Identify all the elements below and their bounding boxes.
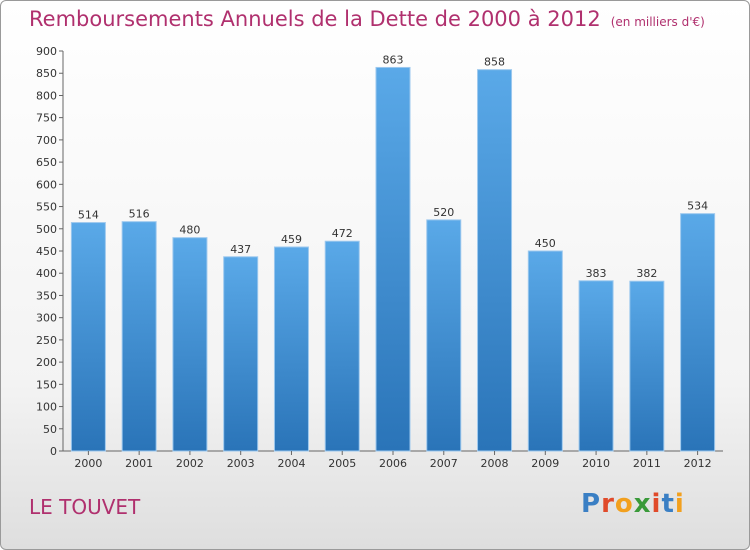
bar-value-label: 514 [78,209,99,222]
x-tick-label: 2007 [430,457,458,470]
chart-title-text: Remboursements Annuels de la Dette de 20… [29,7,601,31]
bar-value-label: 520 [433,206,454,219]
bar-value-label: 382 [636,267,657,280]
x-tick-label: 2005 [328,457,356,470]
logo-letter: o [614,489,634,519]
y-tick-label: 900 [36,45,57,58]
proxiti-logo: Proxiti [581,489,685,519]
chart-title: Remboursements Annuels de la Dette de 20… [29,7,705,31]
logo-letter: i [651,489,662,519]
bar [426,219,462,452]
x-tick-label: 2006 [379,457,407,470]
y-tick-label: 0 [50,445,57,458]
x-tick-label: 2010 [582,457,610,470]
bar [172,237,208,452]
y-tick-label: 700 [36,134,57,147]
bar [375,66,411,452]
y-tick-label: 650 [36,156,57,169]
chart-subtitle: (en milliers d'€) [610,15,705,29]
bar-value-label: 450 [535,237,556,250]
y-tick-label: 850 [36,67,57,80]
x-tick-label: 2000 [74,457,102,470]
y-tick-label: 750 [36,112,57,125]
bar-value-label: 516 [129,208,150,221]
bar-value-label: 534 [687,200,708,213]
bar [324,240,360,452]
y-tick-label: 800 [36,89,57,102]
bar-value-label: 858 [484,56,505,69]
y-tick-label: 50 [43,423,57,436]
y-tick-label: 200 [36,356,57,369]
bar [223,256,259,452]
bar [477,69,513,452]
x-tick-label: 2009 [531,457,559,470]
bar [578,280,614,452]
x-tick-label: 2001 [125,457,153,470]
y-tick-label: 150 [36,378,57,391]
y-tick-label: 600 [36,178,57,191]
y-tick-label: 400 [36,267,57,280]
x-tick-label: 2008 [481,457,509,470]
x-tick-label: 2004 [277,457,305,470]
y-tick-label: 300 [36,312,57,325]
y-tick-label: 350 [36,289,57,302]
bar [629,280,665,452]
logo-letter: r [601,489,615,519]
commune-name: LE TOUVET [29,495,141,519]
bar-value-label: 437 [230,243,251,256]
bar-value-label: 863 [383,53,404,66]
x-tick-label: 2011 [633,457,661,470]
bar [121,221,157,452]
logo-letter: P [581,489,602,519]
logo-letter: x [633,489,652,519]
y-tick-label: 250 [36,334,57,347]
bar [527,250,563,452]
x-tick-label: 2012 [684,457,712,470]
bar [680,213,716,452]
y-tick-label: 100 [36,401,57,414]
y-tick-label: 450 [36,245,57,258]
x-tick-label: 2003 [227,457,255,470]
bar [273,246,309,452]
bar-value-label: 480 [179,224,200,237]
logo-letter: t [661,489,675,519]
bar-value-label: 472 [332,227,353,240]
bar-value-label: 459 [281,233,302,246]
y-tick-label: 550 [36,201,57,214]
bar [70,222,106,452]
bar-value-label: 383 [586,267,607,280]
logo-letter: i [674,489,685,519]
x-tick-label: 2002 [176,457,204,470]
y-tick-label: 500 [36,223,57,236]
